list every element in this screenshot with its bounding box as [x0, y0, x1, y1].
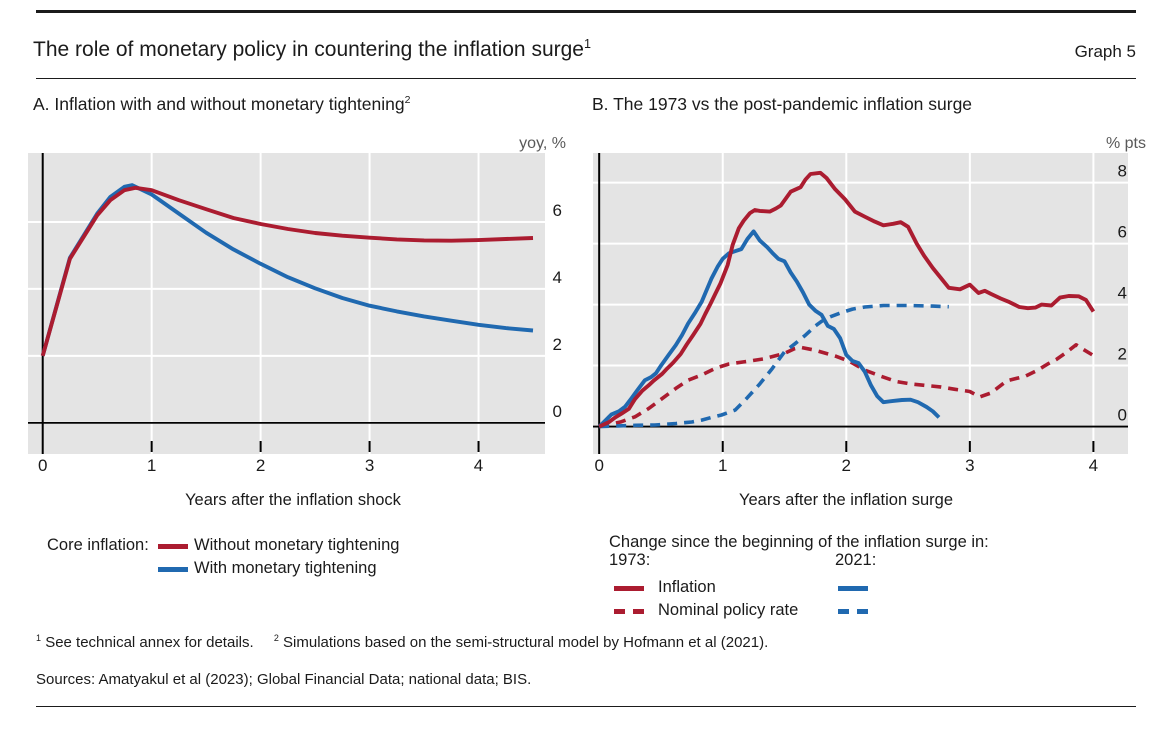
legend-b-blue-solid-swatch: [838, 586, 868, 591]
svg-text:4: 4: [1089, 456, 1098, 475]
legend-b-row-policy-rate: Nominal policy rate: [658, 601, 799, 619]
title-footnote-ref: 1: [583, 37, 591, 51]
panel-b-x-axis-label: Years after the inflation surge: [738, 491, 954, 509]
legend-a-item-without-tightening: Without monetary tightening: [194, 536, 400, 554]
footnote-2-text: Simulations based on the semi-structural…: [283, 634, 769, 651]
legend-a-red-solid-swatch: [158, 544, 188, 549]
bottom-rule: [36, 706, 1136, 707]
svg-text:4: 4: [553, 268, 562, 287]
page-title: The role of monetary policy in counterin…: [33, 38, 591, 62]
legend-b-row-inflation: Inflation: [658, 578, 716, 596]
svg-text:4: 4: [1118, 284, 1127, 303]
panel-a-title: A. Inflation with and without monetary t…: [33, 94, 410, 115]
legend-a-item-with-tightening: With monetary tightening: [194, 559, 377, 577]
top-rule: [36, 10, 1136, 13]
legend-a-prefix: Core inflation:: [47, 536, 149, 554]
footnote-1: 1 See technical annex for details.: [36, 633, 254, 652]
panel-b-title: B. The 1973 vs the post-pandemic inflati…: [592, 94, 973, 114]
graph-number-label: Graph 5: [1074, 42, 1136, 61]
svg-text:0: 0: [594, 456, 603, 475]
svg-text:1: 1: [147, 456, 156, 475]
svg-text:0: 0: [38, 456, 47, 475]
footnote-2: 2 Simulations based on the semi-structur…: [273, 633, 769, 652]
legend-b-header: Change since the beginning of the inflat…: [609, 533, 989, 551]
panel-a-x-axis-label: Years after the inflation shock: [185, 491, 401, 509]
legend-b-blue-dashed-swatch: [838, 609, 868, 614]
sources-line: Sources: Amatyakul et al (2023); Global …: [36, 671, 532, 688]
svg-text:6: 6: [1118, 223, 1127, 242]
footnote-1-text: See technical annex for details.: [45, 634, 254, 651]
panel-a-title-text: A. Inflation with and without monetary t…: [33, 94, 405, 114]
footnotes: 1 See technical annex for details. 2 Sim…: [36, 633, 1136, 652]
svg-text:yoy, %: yoy, %: [519, 135, 566, 152]
svg-text:2: 2: [842, 456, 851, 475]
svg-text:3: 3: [965, 456, 974, 475]
svg-text:% pts: % pts: [1106, 135, 1146, 152]
svg-text:8: 8: [1118, 162, 1127, 181]
legend-a-blue-solid-swatch: [158, 567, 188, 572]
page-title-text: The role of monetary policy in counterin…: [33, 38, 584, 61]
svg-text:2: 2: [256, 456, 265, 475]
legend-b-red-solid-swatch: [614, 586, 644, 591]
svg-text:6: 6: [553, 201, 562, 220]
svg-text:1: 1: [718, 456, 727, 475]
svg-text:0: 0: [1118, 406, 1127, 425]
svg-text:4: 4: [474, 456, 483, 475]
svg-text:2: 2: [1118, 345, 1127, 364]
title-divider-rule: [36, 78, 1136, 79]
footnote-2-ref: 2: [273, 633, 279, 643]
legend-b-red-dashed-swatch: [614, 609, 644, 614]
legend-b-col-2021: 2021:: [835, 551, 877, 569]
svg-text:2: 2: [553, 335, 562, 354]
footnote-1-ref: 1: [36, 633, 42, 643]
svg-text:3: 3: [365, 456, 374, 475]
panel-a-footnote-ref: 2: [404, 94, 411, 107]
svg-text:0: 0: [553, 402, 562, 421]
legend-b-col-1973: 1973:: [609, 551, 651, 569]
